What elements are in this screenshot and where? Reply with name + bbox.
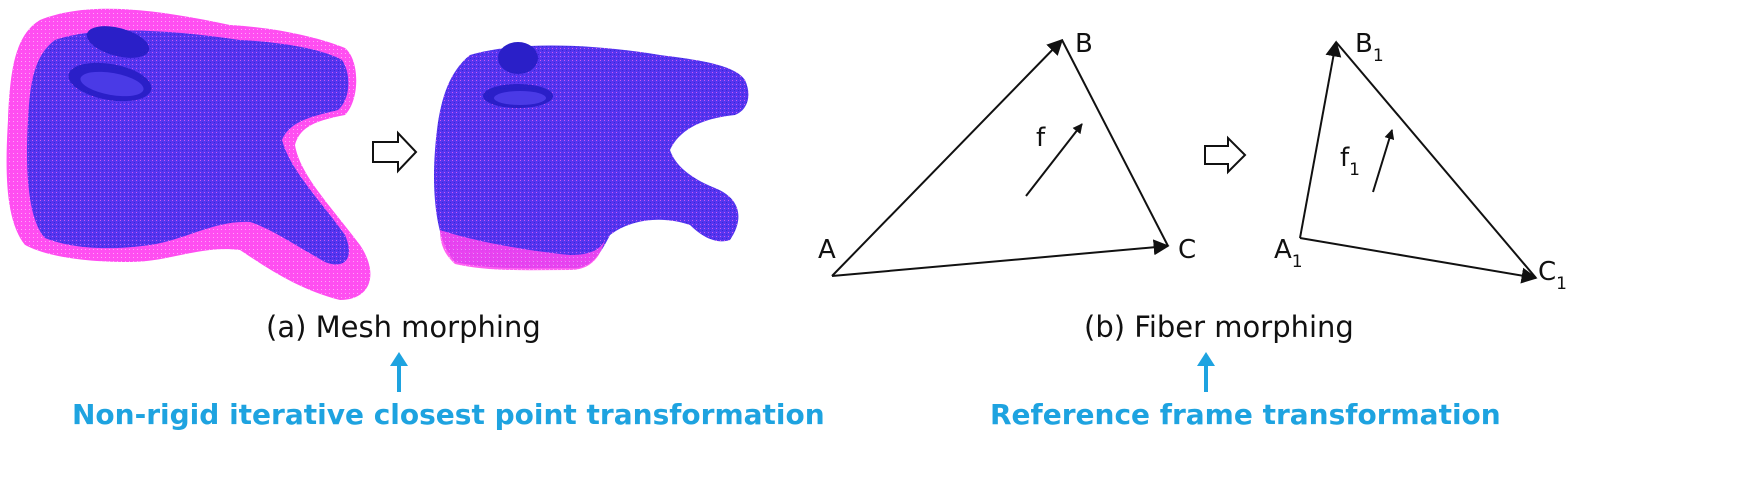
panel-a-method: Non-rigid iterative closest point transf… (72, 398, 825, 431)
source-mesh (6, 8, 371, 301)
source-mesh-valve-upper (86, 26, 150, 58)
vertex-a-label: A (818, 235, 836, 265)
fiber-f1-arrow (1372, 129, 1395, 193)
panel-a-caption: (a) Mesh morphing (266, 310, 541, 344)
panel-b-caption: (b) Fiber morphing (1084, 310, 1354, 344)
vertex-c-label: C (1178, 235, 1196, 265)
edge-a1c1 (1299, 237, 1538, 284)
fiber-morph-arrow-icon (1204, 135, 1247, 175)
edge-bc (1061, 39, 1169, 247)
edge-ac (831, 239, 1170, 277)
source-mesh-inner-body (26, 30, 349, 265)
vertex-b-label: B (1075, 29, 1093, 59)
fiber-morphing-figure: A B C f A1 B1 C1 f1 (818, 29, 1567, 294)
vertex-c1-label: C1 (1538, 257, 1567, 294)
fiber-f1-label: f1 (1340, 143, 1360, 180)
morphed-mesh-body (434, 45, 749, 269)
morphed-mesh-valve-upper (498, 42, 538, 74)
fiber-f-arrow (1025, 123, 1083, 197)
edge-ab (831, 38, 1064, 277)
panel-a-up-arrow-icon (390, 352, 408, 392)
edge-a1b1 (1299, 40, 1342, 239)
edge-b1c1 (1335, 41, 1537, 279)
fiber-f-label: f (1036, 123, 1046, 153)
morph-arrow-icon (372, 130, 418, 174)
triangle-a1b1c1: A1 B1 C1 f1 (1274, 29, 1567, 294)
mesh-morphing-figure (6, 8, 749, 301)
morphed-mesh (434, 42, 749, 271)
panel-b-method: Reference frame transformation (990, 398, 1501, 431)
vertex-b1-label: B1 (1355, 29, 1384, 66)
vertex-a1-label: A1 (1274, 235, 1303, 272)
panel-b-up-arrow-icon (1197, 352, 1215, 392)
triangle-abc: A B C f (818, 29, 1196, 277)
